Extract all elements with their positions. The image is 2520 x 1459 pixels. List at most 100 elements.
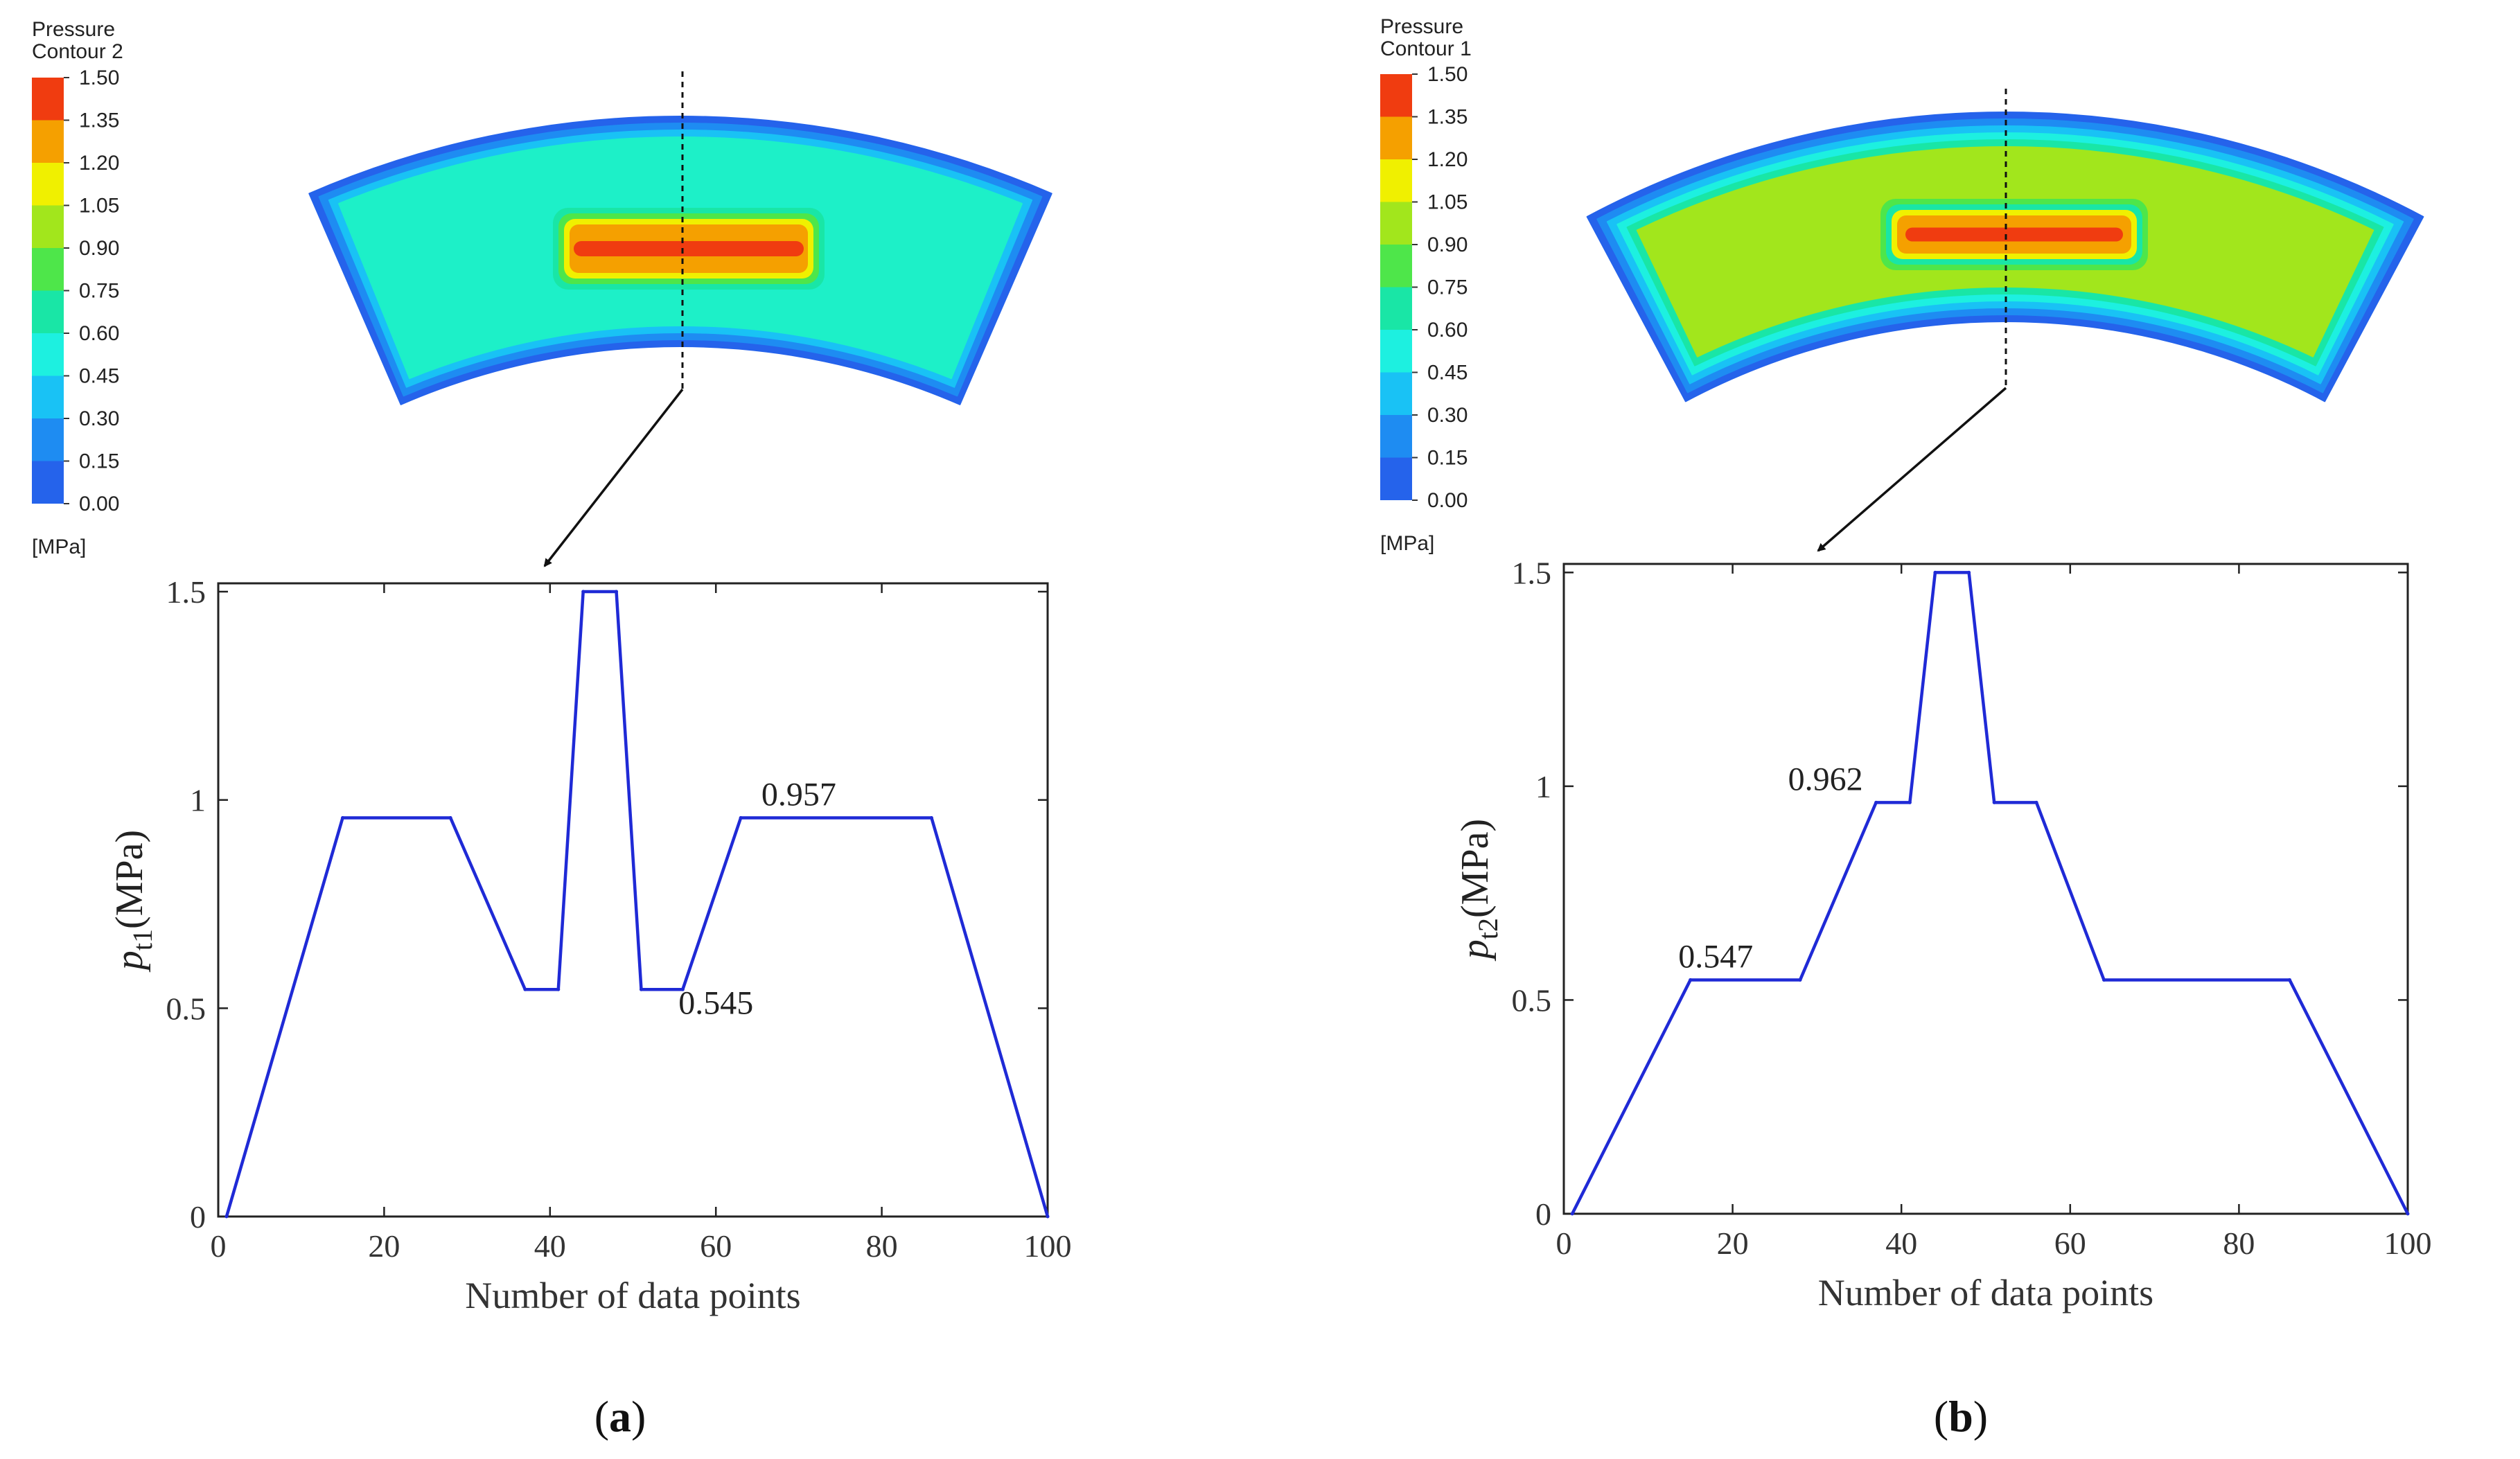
x-tick-label: 60 [2054,1226,2086,1261]
pressure-line-chart: 0 20 40 60 80 100 0 0.5 1 1.5 Number of data point… [1454,555,2432,1314]
data-point [1933,570,1937,574]
data-point [1907,800,1912,804]
x-tick-label: 80 [2223,1226,2255,1261]
legend-swatch [1380,159,1412,202]
data-label: 0.962 [1788,761,1863,797]
legend-tick-label: 0.60 [79,322,119,345]
section-arrow [543,388,684,567]
legend-swatch [1380,245,1412,288]
y-tick-label: 0 [190,1199,206,1235]
legend-tick-label: 0.75 [79,280,119,303]
legend-subtitle: Contour 1 [1380,37,1472,60]
x-tick-label: 100 [2384,1226,2432,1261]
caption-letter: b [1948,1392,1973,1441]
data-point [615,590,619,594]
caption-letter: a [609,1392,631,1441]
legend-unit: [MPa] [32,536,86,558]
legend-swatch [1380,457,1412,500]
y-axis-label: pt2(MPa) [1454,819,1504,962]
legend-title: Pressure [32,18,115,41]
caption-paren-close: ) [631,1392,646,1441]
legend-swatch [32,120,64,163]
panel-caption: (a) [594,1392,646,1441]
data-point [1689,978,1693,982]
x-tick-label: 80 [866,1228,898,1264]
data-label: 0.957 [761,777,836,813]
x-tick-label: 100 [1024,1228,1072,1264]
legend-tick-label: 1.35 [79,109,119,132]
y-tick-label: 1.5 [1512,555,1552,590]
data-point [2034,800,2038,804]
legend-swatch [1380,330,1412,373]
legend-title: Pressure [1380,15,1463,38]
legend-subtitle: Contour 2 [32,40,123,63]
legend-tick-label: 0.60 [1427,319,1468,342]
y-axis-symbol: p [1454,939,1497,962]
data-label: 0.547 [1678,938,1753,975]
y-tick-label: 1 [1535,769,1551,804]
y-axis-unit: (MPa) [108,830,151,929]
data-point [680,987,685,991]
legend-tick-label: 1.50 [79,67,119,89]
legend-tick-label: 0.00 [79,493,119,515]
legend-tick-label: 1.05 [79,195,119,218]
data-point [1992,800,1996,804]
legend-tick-label: 0.75 [1427,276,1468,299]
legend-tick-label: 1.05 [1427,191,1468,214]
x-axis-label: Number of data points [1818,1272,2153,1314]
legend-swatch [32,461,64,504]
legend-tick-label: 0.45 [1427,362,1468,384]
data-point [556,987,561,991]
y-axis-label: pt1(MPa) [108,830,158,973]
y-tick-label: 1 [190,783,206,818]
data-point [1798,978,1802,982]
legend-swatch [32,418,64,461]
pressure-line-chart: 0 20 40 60 80 100 0 0.5 1 1.5 Number of data point… [108,574,1072,1316]
legend-swatch [1380,415,1412,458]
data-point [739,816,743,820]
data-point [341,816,345,820]
y-tick-label: 1.5 [166,574,206,610]
legend-swatch [1380,74,1412,117]
plot-frame [217,582,1049,1218]
legend-tick-label: 0.45 [79,365,119,388]
series-line-pt1 [224,590,1050,1217]
x-tick-label: 40 [534,1228,566,1264]
x-tick-label: 0 [1556,1226,1572,1261]
legend-swatch [32,375,64,418]
legend-tick-label: 0.30 [1427,404,1468,427]
pressure-contour [308,116,1052,405]
plot-frame [1562,563,2409,1215]
data-point [224,1214,229,1219]
data-point [1046,1214,1050,1219]
data-point [929,816,933,820]
y-axis-subscript: t1 [127,929,158,950]
legend-tick-label: 1.20 [79,152,119,175]
data-point [2287,978,2291,982]
data-point [2102,978,2106,982]
caption-paren-open: ( [594,1392,609,1441]
data-label: 0.545 [678,984,753,1021]
panel-caption: (b) [1934,1392,1988,1441]
legend-swatch [32,290,64,333]
legend-tick-label: 1.20 [1427,148,1468,171]
caption-paren-open: ( [1934,1392,1948,1441]
series-line-pt2 [1571,571,2410,1215]
y-tick-label: 0.5 [1512,982,1552,1018]
legend-swatch [32,248,64,291]
legend-tick-label: 0.15 [1427,447,1468,470]
data-point [639,987,643,991]
y-tick-label: 0.5 [166,991,206,1026]
legend-swatch [1380,372,1412,415]
legend-swatch [32,78,64,121]
data-point [1570,1212,1574,1216]
legend-tick-label: 0.15 [79,450,119,473]
legend-tick-label: 0.30 [79,407,119,430]
data-point [448,816,452,820]
section-arrow [1817,387,2007,552]
x-tick-label: 0 [211,1228,227,1264]
legend-swatch [1380,116,1412,159]
